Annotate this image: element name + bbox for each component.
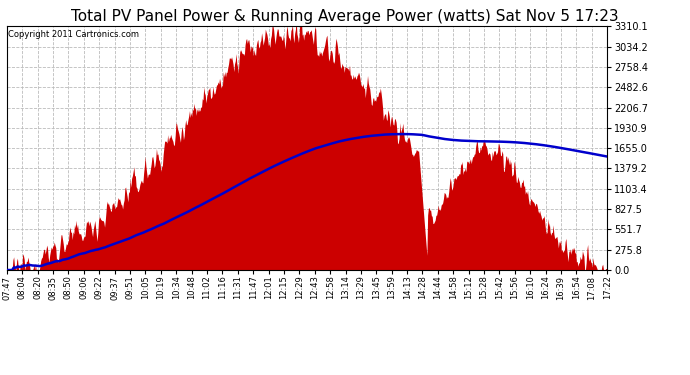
Text: Copyright 2011 Cartronics.com: Copyright 2011 Cartronics.com	[8, 30, 139, 39]
Text: Total PV Panel Power & Running Average Power (watts) Sat Nov 5 17:23: Total PV Panel Power & Running Average P…	[71, 9, 619, 24]
